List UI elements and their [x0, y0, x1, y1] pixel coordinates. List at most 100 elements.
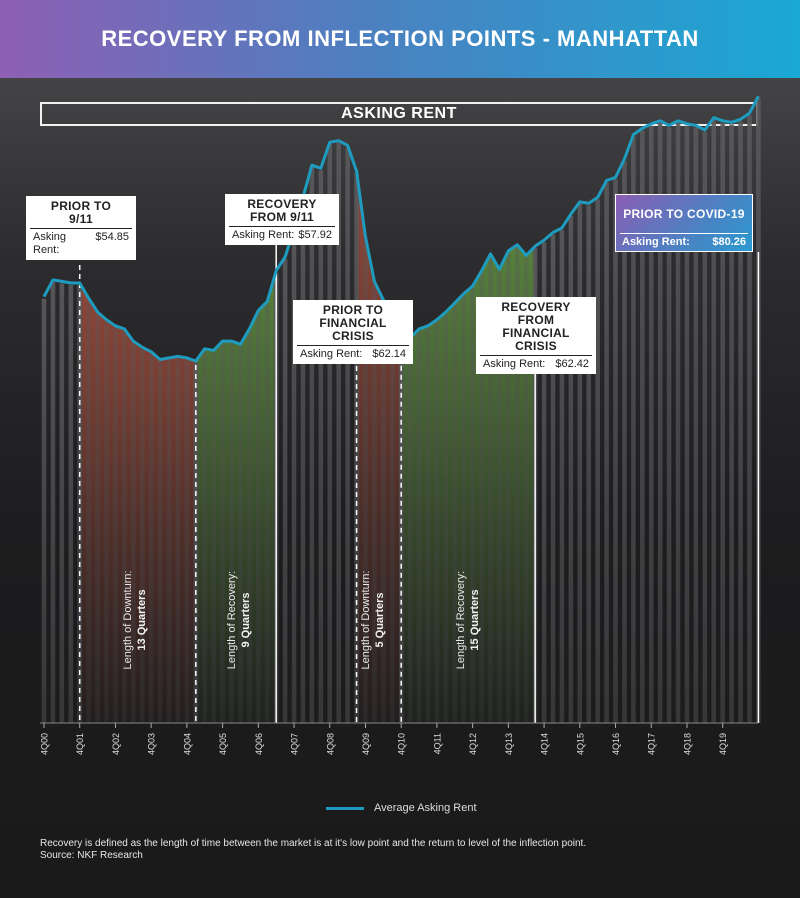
quarter-bar: [282, 258, 288, 723]
quarter-bar: [506, 252, 511, 723]
callout-prior-crisis-line2: FINANCIAL CRISIS: [319, 316, 387, 343]
x-tick-label: 4Q09: [361, 733, 371, 755]
footnote-definition: Recovery is defined as the length of tim…: [40, 838, 587, 849]
quarter-bar: [747, 115, 752, 723]
quarter-bar: [613, 179, 618, 723]
x-tick-label: 4Q07: [290, 733, 300, 755]
quarter-bar: [50, 281, 56, 723]
callout-recovery-911-line2: FROM 9/11: [249, 210, 315, 224]
callout-prior-911: PRIOR TO 9/11 Asking Rent: $54.85: [26, 196, 136, 260]
chart-legend: Average Asking Rent: [326, 802, 477, 814]
quarter-bar: [229, 343, 234, 723]
quarter-bar: [157, 361, 163, 723]
quarter-bar: [559, 229, 565, 723]
quarter-bar: [640, 130, 645, 723]
period-label-line1: Length of Downturn:: [360, 570, 372, 669]
quarter-bar: [443, 314, 449, 723]
quarter-bar: [345, 147, 350, 723]
quarter-bar: [86, 300, 91, 723]
quarter-bar: [675, 122, 681, 723]
x-tick-label: 4Q11: [432, 733, 442, 754]
x-tick-label: 4Q00: [40, 733, 50, 755]
quarter-bar: [381, 301, 386, 723]
inflection-lines: [78, 240, 760, 723]
callout-recovery-911-value: $57.92: [298, 229, 332, 241]
quarter-bar: [318, 170, 324, 723]
quarter-bar: [586, 205, 592, 723]
x-tick-label: 4Q15: [575, 733, 585, 755]
x-tick-label: 4Q05: [218, 733, 228, 755]
x-tick-label: 4Q13: [504, 733, 514, 755]
quarter-bar: [666, 127, 672, 724]
callout-recovery-911-line1: RECOVERY: [247, 197, 317, 211]
x-tick-label: 4Q06: [254, 733, 264, 755]
period-label-line2: 5 Quarters: [374, 592, 386, 647]
x-tick-label: 4Q10: [397, 733, 407, 755]
quarter-bar: [595, 199, 600, 723]
callout-recovery-911: RECOVERY FROM 9/11 Asking Rent: $57.92: [225, 194, 339, 245]
quarter-bar: [684, 125, 690, 724]
quarter-bar: [711, 119, 717, 724]
quarter-bar: [291, 231, 297, 723]
period-label-line1: Length of Downturn:: [122, 570, 134, 669]
callout-prior-covid: PRIOR TO COVID-19 Asking Rent: $80.26: [615, 194, 753, 252]
quarter-bar: [336, 142, 341, 724]
quarter-bar: [720, 122, 725, 723]
x-tick-label: 4Q08: [325, 733, 335, 755]
quarter-bar: [398, 327, 404, 723]
period-labels: Length of Downturn: 13 Quarters Length of …: [122, 570, 481, 669]
x-tick-label: 4Q14: [540, 733, 550, 755]
quarter-bar: [416, 330, 422, 723]
quarter-bar: [220, 343, 225, 723]
quarter-bar: [202, 350, 208, 723]
x-axis-ticks: 4Q00 4Q01 4Q02 4Q03 4Q04 4Q05 4Q06 4Q07 4Q08 4Q09…: [40, 723, 728, 755]
quarter-bar: [59, 283, 65, 723]
callout-recovery-crisis-line2: FINANCIAL CRISIS: [502, 326, 570, 353]
quarter-bar: [300, 199, 306, 723]
quarter-bar: [309, 167, 315, 723]
callout-prior-covid-title: PRIOR TO COVID-19: [623, 207, 745, 221]
callout-recovery-911-label: Asking Rent:: [232, 229, 295, 241]
quarter-bar: [604, 182, 609, 723]
quarter-bars: [41, 98, 761, 724]
quarter-bar: [568, 216, 574, 724]
quarter-bar: [425, 327, 431, 723]
quarter-bar: [148, 353, 154, 723]
quarter-bar: [541, 242, 547, 723]
quarter-bar: [693, 127, 699, 724]
callout-prior-911-value: $54.85: [95, 231, 129, 243]
callout-prior-911-label: Asking Rent:: [33, 231, 67, 256]
quarter-bar: [166, 359, 172, 723]
quarter-bar: [184, 359, 190, 723]
x-tick-label: 4Q18: [682, 733, 692, 755]
callout-prior-covid-label: Asking Rent:: [622, 236, 690, 248]
quarter-bar: [363, 239, 368, 723]
quarter-bar: [738, 121, 743, 723]
x-tick-label: 4Q03: [147, 733, 157, 755]
quarter-bar: [193, 362, 199, 723]
legend-label: Average Asking Rent: [374, 802, 477, 814]
quarter-bar: [372, 283, 377, 723]
quarter-bar: [577, 203, 583, 723]
x-tick-label: 4Q19: [718, 733, 728, 755]
period-label-line1: Length of Recovery:: [455, 571, 467, 669]
callout-prior-crisis-value: $62.14: [372, 348, 406, 360]
period-label-line2: 13 Quarters: [136, 589, 148, 650]
quarter-bar: [729, 124, 734, 723]
callout-recovery-crisis-value: $62.42: [555, 358, 589, 370]
quarter-bar: [131, 343, 136, 723]
quarter-bar: [452, 304, 458, 723]
callout-prior-crisis-label: Asking Rent:: [300, 348, 363, 360]
quarter-bar: [175, 358, 181, 723]
quarter-bar: [648, 125, 654, 724]
quarter-bar: [139, 349, 145, 723]
area-chart: 4Q00 4Q01 4Q02 4Q03 4Q04 4Q05 4Q06 4Q07 4Q08 4Q09…: [40, 95, 761, 755]
quarter-bar: [622, 161, 627, 723]
quarter-bar: [104, 321, 109, 723]
footnote-source: Source: NKF Research: [40, 850, 143, 861]
period-label-line2: 15 Quarters: [469, 589, 481, 650]
quarter-bar: [407, 340, 413, 723]
callout-prior-crisis: PRIOR TO FINANCIAL CRISIS Asking Rent: $…: [293, 300, 413, 364]
footnote: Recovery is defined as the length of tim…: [40, 838, 586, 862]
page-title: RECOVERY FROM INFLECTION POINTS - MANHAT…: [101, 26, 699, 51]
